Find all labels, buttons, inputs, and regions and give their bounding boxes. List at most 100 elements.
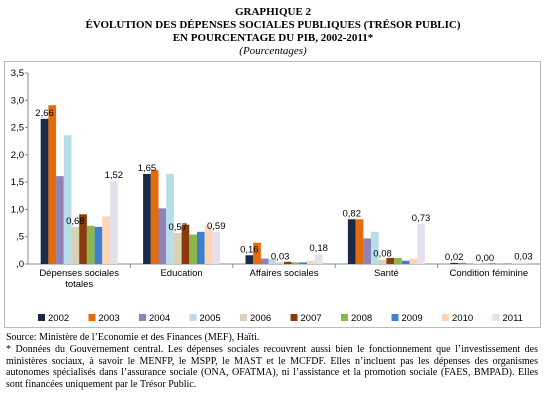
legend-swatch [391, 314, 399, 321]
legend-swatch [240, 314, 247, 321]
bar [488, 263, 497, 264]
chart-frame [4, 61, 541, 328]
bar [253, 242, 261, 264]
bar [401, 260, 410, 264]
bar [189, 234, 197, 264]
y-tick-label: 3,5 [11, 68, 24, 79]
data-label: 0,16 [240, 244, 259, 255]
data-label: 0,00 [476, 253, 495, 264]
y-tick-label: 1,0 [11, 204, 24, 215]
bar [299, 262, 308, 264]
bar [204, 225, 213, 264]
data-label: 0,02 [445, 252, 464, 263]
bar [71, 226, 80, 264]
bar [63, 135, 72, 264]
data-label: 0,03 [271, 251, 290, 262]
bar [212, 231, 221, 264]
legend-label: 2009 [402, 313, 423, 324]
x-tick-label: Education [160, 268, 203, 279]
bar [268, 259, 277, 264]
legend-swatch [88, 314, 96, 321]
data-label: 0,82 [343, 208, 362, 219]
data-label: 0,57 [169, 222, 188, 233]
legend-label: 2010 [452, 313, 473, 324]
bar [56, 176, 64, 264]
legend-label: 2008 [351, 313, 372, 324]
bar [347, 219, 356, 264]
x-tick-label: Dépenses sociales totales [39, 268, 120, 290]
bar [40, 118, 49, 264]
x-tick-label: Santé [373, 268, 399, 279]
bar [276, 262, 284, 264]
bar [166, 173, 174, 264]
data-label: 0,68 [66, 216, 85, 227]
legend-label: 2003 [99, 313, 120, 324]
chart-subtitle: (Pourcentages) [239, 45, 307, 57]
bar [150, 170, 159, 264]
y-tick-label: 3,0 [11, 95, 24, 106]
legend-label: 2006 [250, 313, 271, 324]
bar [519, 262, 528, 264]
legend-label: 2004 [149, 313, 170, 324]
chart-title: ÉVOLUTION DES DÉPENSES SOCIALES PUBLIQUE… [85, 19, 461, 31]
y-tick-label: 2,5 [11, 123, 24, 134]
bar [158, 208, 167, 264]
bar [48, 105, 57, 264]
bar [102, 216, 110, 264]
bar [181, 224, 190, 264]
legend-label: 2002 [48, 313, 69, 324]
bar [94, 226, 103, 264]
bar [291, 262, 300, 264]
bar [394, 257, 402, 264]
bar [496, 263, 505, 264]
y-tick-label: 2,0 [11, 150, 24, 161]
legend-swatch [341, 314, 348, 321]
bar [386, 257, 395, 264]
bar [245, 255, 254, 264]
chart-title-2: EN POURCENTAGE DU PIB, 2002-2011* [172, 32, 374, 44]
data-label: 2,66 [35, 108, 54, 119]
data-label: 0,03 [514, 251, 533, 262]
y-tick-label: ,0 [16, 259, 24, 270]
bar [314, 254, 323, 264]
x-tick-label: Condition féminine [449, 268, 529, 279]
legend-swatch [38, 314, 45, 321]
data-label: 1,65 [138, 163, 157, 174]
bar [511, 262, 520, 264]
y-tick-label: ,5 [16, 232, 24, 243]
data-label: 0,08 [373, 249, 392, 260]
legend-swatch [139, 314, 146, 321]
bar [504, 263, 512, 264]
legend-label: 2011 [503, 313, 523, 324]
bar [473, 263, 482, 264]
bar [86, 225, 95, 264]
bar [458, 262, 466, 264]
bar [284, 261, 292, 264]
bar [450, 262, 458, 264]
bar [173, 232, 182, 264]
bar [363, 238, 371, 264]
bar [260, 258, 269, 264]
bar [371, 231, 379, 264]
bar [307, 260, 315, 264]
legend-swatch [189, 314, 197, 321]
bar [409, 258, 418, 264]
bar [110, 181, 118, 264]
bar [465, 263, 474, 264]
bar [417, 224, 425, 264]
bar [378, 259, 387, 264]
legend-swatch [492, 314, 500, 321]
footnote: * Données du Gouvernement central. Les d… [6, 344, 538, 390]
x-tick-label: Affaires sociales [249, 268, 319, 279]
legend-swatch [290, 314, 298, 321]
source: Source: Ministère de l’Economie et des F… [6, 332, 260, 343]
legend-label: 2005 [200, 313, 221, 324]
bar [355, 219, 364, 264]
legend-label: 2007 [301, 313, 322, 324]
data-label: 0,59 [207, 221, 226, 232]
data-label: 1,52 [105, 170, 124, 181]
data-label: 0,73 [412, 213, 431, 224]
bar [143, 173, 151, 264]
y-tick-label: 1,5 [11, 177, 24, 188]
